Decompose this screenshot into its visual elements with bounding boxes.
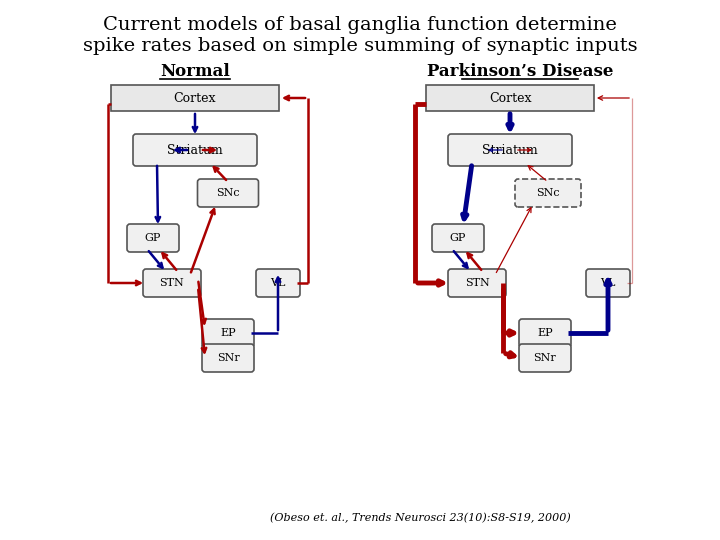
FancyBboxPatch shape [448,269,506,297]
Text: Parkinson’s Disease: Parkinson’s Disease [427,64,613,80]
Text: EP: EP [220,328,236,338]
Text: SNr: SNr [534,353,557,363]
Text: SNc: SNc [536,188,560,198]
Text: Cortex: Cortex [489,91,531,105]
Text: Current models of basal ganglia function determine: Current models of basal ganglia function… [103,16,617,34]
FancyBboxPatch shape [448,134,572,166]
FancyBboxPatch shape [519,344,571,372]
FancyBboxPatch shape [197,179,258,207]
Text: STN: STN [160,278,184,288]
Text: EP: EP [537,328,553,338]
FancyBboxPatch shape [127,224,179,252]
FancyBboxPatch shape [515,179,581,207]
FancyBboxPatch shape [256,269,300,297]
FancyBboxPatch shape [202,344,254,372]
Text: SNr: SNr [217,353,239,363]
Text: VL: VL [600,278,616,288]
FancyBboxPatch shape [133,134,257,166]
Bar [111,85,279,111]
Text: Normal: Normal [160,64,230,80]
Text: Striatum: Striatum [167,144,223,157]
FancyBboxPatch shape [432,224,484,252]
Text: (Obeso et. al., Trends Neurosci 23(10):S8-S19, 2000): (Obeso et. al., Trends Neurosci 23(10):S… [269,513,570,523]
FancyBboxPatch shape [519,319,571,347]
Text: VL: VL [270,278,286,288]
Text: Cortex: Cortex [174,91,216,105]
FancyBboxPatch shape [143,269,201,297]
Text: SNc: SNc [216,188,240,198]
FancyBboxPatch shape [586,269,630,297]
Text: GP: GP [450,233,466,243]
Bar [426,85,594,111]
Text: Striatum: Striatum [482,144,538,157]
FancyBboxPatch shape [202,319,254,347]
Text: GP: GP [145,233,161,243]
Text: spike rates based on simple summing of synaptic inputs: spike rates based on simple summing of s… [83,37,637,55]
Text: STN: STN [464,278,490,288]
